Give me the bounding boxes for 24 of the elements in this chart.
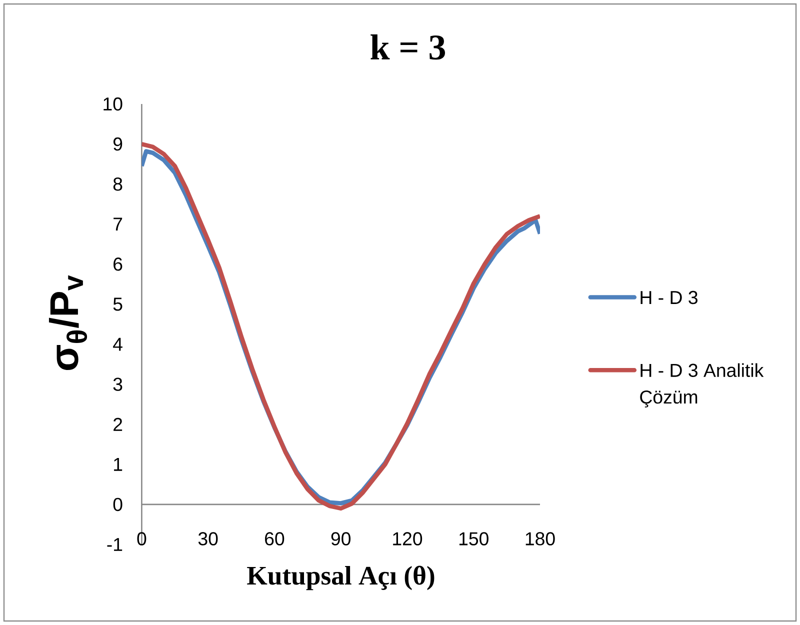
- y-axis-title: σ$_{θ}$/P$_{v}$: [48, 275, 88, 370]
- x-tick-label: 90: [331, 532, 351, 546]
- y-tick-label: -1: [107, 538, 122, 551]
- y-tick-label: 4: [113, 338, 122, 351]
- legend-label: H - D 3 Analitik Çözüm: [640, 363, 764, 408]
- x-tick-label: 30: [198, 532, 218, 546]
- y-tick-label: 2: [114, 418, 122, 431]
- x-tick-label: 120: [393, 532, 422, 546]
- y-tick-label: 1: [114, 458, 122, 471]
- x-tick-label: 60: [265, 532, 284, 546]
- y-tick-label: 3: [113, 378, 122, 391]
- x-tick-label: 150: [459, 532, 488, 546]
- y-tick-label: 9: [113, 137, 122, 151]
- x-tick-label: 0: [137, 532, 146, 546]
- y-tick-label: 6: [114, 258, 122, 271]
- y-tick-label: 7: [114, 218, 122, 231]
- x-axis-title: Kutupsal Açı (θ): [247, 566, 434, 590]
- legend-label: H - D 3: [640, 290, 698, 304]
- x-tick-label: 180: [526, 532, 555, 546]
- y-tick-label: 5: [113, 298, 122, 311]
- y-tick-label: 8: [113, 177, 122, 191]
- y-tick-label: 10: [104, 97, 122, 111]
- chart-title: k = 3: [370, 34, 446, 60]
- y-tick-label: 0: [113, 498, 122, 512]
